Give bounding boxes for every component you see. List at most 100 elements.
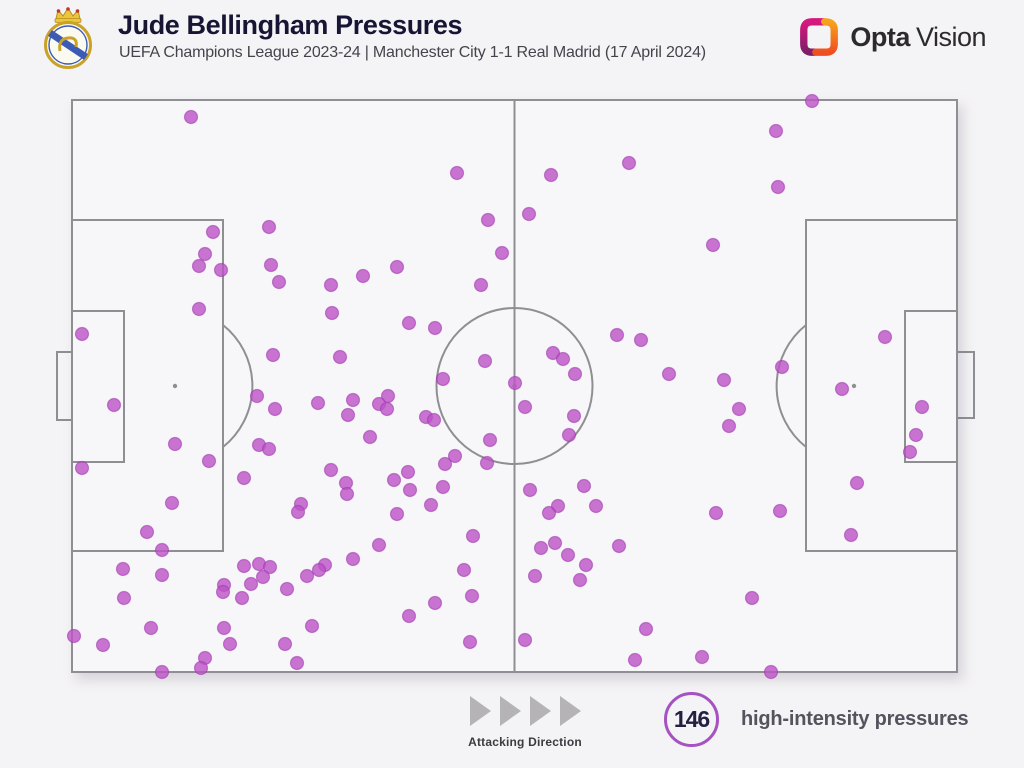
pressure-dot	[164, 495, 180, 511]
pressure-dot	[507, 375, 523, 391]
pressure-dot	[578, 557, 594, 573]
penalty-spot	[172, 383, 178, 389]
pressure-dot	[521, 206, 537, 222]
pressure-dot	[216, 620, 232, 636]
pressure-dot	[517, 632, 533, 648]
center-circle	[435, 307, 594, 465]
pressure-dot	[249, 388, 265, 404]
pressure-dot	[541, 505, 557, 521]
penalty-spot	[851, 383, 857, 389]
pressure-dot	[543, 167, 559, 183]
pressure-dot	[902, 444, 918, 460]
pressure-dot	[289, 655, 305, 671]
header: Jude Bellingham Pressures UEFA Champions…	[0, 0, 1024, 86]
penalty-box	[71, 310, 125, 463]
pressure-dot	[473, 277, 489, 293]
pressure-dot	[465, 528, 481, 544]
pressure-dot	[661, 366, 677, 382]
pressure-dot	[345, 551, 361, 567]
stat-badge-label: high-intensity pressures	[741, 708, 969, 730]
crest-jewel	[66, 7, 70, 11]
vision-word: Vision	[915, 21, 987, 52]
pressure-dot	[621, 155, 637, 171]
pressure-dot	[262, 559, 278, 575]
pressure-dot	[116, 590, 132, 606]
pressure-dot	[427, 320, 443, 336]
pressure-dot	[638, 621, 654, 637]
pressure-dot	[389, 259, 405, 275]
pressure-dot	[914, 399, 930, 415]
pressure-dot	[479, 455, 495, 471]
pressure-dot	[731, 401, 747, 417]
pressure-dot	[234, 590, 250, 606]
pressure-dot	[255, 569, 271, 585]
pressure-dot	[627, 652, 643, 668]
pressure-dot	[154, 567, 170, 583]
stat-badge: 146 high-intensity pressures	[664, 692, 969, 747]
pressure-dot	[323, 462, 339, 478]
pressure-dot	[261, 441, 277, 457]
crest-jewel	[56, 9, 61, 13]
pressure-dot	[572, 572, 588, 588]
pressure-dot	[386, 472, 402, 488]
pressure-dot	[299, 568, 315, 584]
pressure-dot	[517, 399, 533, 415]
crest-inner-ring	[48, 25, 88, 65]
pressure-dot	[362, 429, 378, 445]
opta-wordmark: Opta Vision	[850, 22, 986, 53]
pressure-dot	[213, 262, 229, 278]
attacking-direction: Attacking Direction	[440, 696, 610, 749]
pressure-dot	[401, 608, 417, 624]
pressure-dot	[877, 329, 893, 345]
pressure-dot	[527, 568, 543, 584]
pressure-dot	[494, 245, 510, 261]
pressure-dot	[843, 527, 859, 543]
page-title: Jude Bellingham Pressures	[118, 10, 463, 40]
pressure-dot	[567, 366, 583, 382]
pressure-dot	[609, 327, 625, 343]
pressure-dot	[426, 412, 442, 428]
pressure-dot	[271, 274, 287, 290]
opta-word: Opta	[850, 21, 910, 52]
pressure-dot	[263, 257, 279, 273]
pressure-dot	[533, 540, 549, 556]
pressure-dot	[423, 497, 439, 513]
attacking-direction-arrows	[440, 696, 610, 726]
crest-monogram	[58, 36, 78, 52]
pressure-dot	[437, 456, 453, 472]
goal	[56, 351, 73, 421]
pressure-dot	[611, 538, 627, 554]
pressure-dot	[400, 464, 416, 480]
pressure-dot	[462, 634, 478, 650]
pressure-dot	[345, 392, 361, 408]
pressure-dot	[716, 372, 732, 388]
pressure-dot	[555, 351, 571, 367]
crest-jewel	[75, 9, 80, 13]
pressure-dot	[243, 576, 259, 592]
pressure-dot	[193, 660, 209, 676]
pressure-dot	[143, 620, 159, 636]
arrow-right-icon	[559, 696, 581, 726]
pressure-dot	[139, 524, 155, 540]
pressure-dot	[477, 353, 493, 369]
pressure-dot	[66, 628, 82, 644]
pressure-dot	[480, 212, 496, 228]
penalty-box	[904, 310, 958, 463]
pressure-dot	[290, 504, 306, 520]
pressure-dot	[576, 478, 592, 494]
pressure-dot	[402, 482, 418, 498]
arrow-right-icon	[499, 696, 521, 726]
pressure-dot	[694, 649, 710, 665]
pressure-dot	[721, 418, 737, 434]
pressure-dot	[215, 584, 231, 600]
pressure-dot	[804, 93, 820, 109]
pressure-dot	[705, 237, 721, 253]
opta-mark-icon	[800, 18, 839, 56]
pressure-dot	[708, 505, 724, 521]
pressure-dot	[74, 460, 90, 476]
pressure-dot	[566, 408, 582, 424]
pressure-dot	[304, 618, 320, 634]
crest-sash	[48, 30, 88, 60]
pressure-dot	[770, 179, 786, 195]
